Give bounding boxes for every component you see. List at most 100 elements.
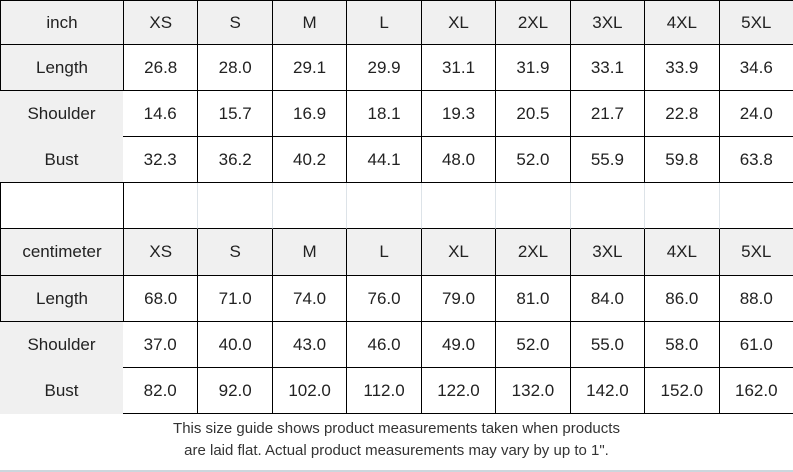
value-cell: 55.9	[569, 137, 645, 183]
spacer-cell	[569, 183, 645, 229]
inch-header-row: inch XS S M L XL 2XL 3XL 4XL 5XL	[0, 0, 793, 45]
value-cell: 24.0	[718, 91, 793, 137]
row-label: Length	[0, 276, 123, 322]
value-cell: 31.1	[420, 45, 496, 91]
value-cell: 81.0	[495, 276, 570, 322]
value-cell: 86.0	[644, 276, 719, 322]
centimeter-bust-row: Bust 82.0 92.0 102.0 112.0 122.0 132.0 1…	[0, 368, 793, 414]
inch-length-row: Length 26.8 28.0 29.1 29.9 31.1 31.9 33.…	[0, 45, 793, 91]
value-cell: 40.2	[271, 137, 347, 183]
size-header-5xl: 5XL	[718, 0, 793, 45]
size-header-l: L	[346, 229, 421, 276]
value-cell: 14.6	[123, 91, 198, 137]
spacer-cell	[420, 183, 496, 229]
centimeter-shoulder-row: Shoulder 37.0 40.0 43.0 46.0 49.0 52.0 5…	[0, 322, 793, 368]
value-cell: 92.0	[197, 368, 272, 414]
value-cell: 74.0	[271, 276, 347, 322]
value-cell: 33.1	[569, 45, 645, 91]
value-cell: 55.0	[569, 322, 645, 368]
spacer-cell	[0, 183, 123, 229]
size-guide-note: This size guide shows product measuremen…	[0, 414, 793, 470]
size-header-5xl: 5XL	[718, 229, 793, 276]
spacer-cell	[123, 183, 198, 229]
value-cell: 31.9	[495, 45, 570, 91]
row-label: Bust	[0, 137, 123, 183]
value-cell: 34.6	[718, 45, 793, 91]
value-cell: 48.0	[420, 137, 496, 183]
centimeter-size-table: centimeter XS S M L XL 2XL 3XL 4XL 5XL L…	[0, 229, 793, 414]
spacer-cell	[271, 183, 347, 229]
row-label: Length	[0, 45, 123, 91]
centimeter-header-row: centimeter XS S M L XL 2XL 3XL 4XL 5XL	[0, 229, 793, 276]
unit-header-cell: inch	[0, 0, 123, 45]
note-line-2: are laid flat. Actual product measuremen…	[184, 442, 609, 459]
value-cell: 84.0	[569, 276, 645, 322]
spacer-cell	[197, 183, 272, 229]
size-header-xl: XL	[420, 229, 496, 276]
size-header-3xl: 3XL	[569, 229, 645, 276]
value-cell: 59.8	[644, 137, 719, 183]
size-header-xl: XL	[420, 0, 496, 45]
value-cell: 88.0	[718, 276, 793, 322]
value-cell: 112.0	[346, 368, 421, 414]
value-cell: 122.0	[420, 368, 496, 414]
note-line-1: This size guide shows product measuremen…	[173, 420, 620, 438]
size-header-4xl: 4XL	[644, 0, 719, 45]
value-cell: 36.2	[197, 137, 272, 183]
value-cell: 16.9	[271, 91, 347, 137]
value-cell: 43.0	[271, 322, 347, 368]
unit-header-cell: centimeter	[0, 229, 123, 276]
row-label: Shoulder	[0, 322, 123, 368]
value-cell: 21.7	[569, 91, 645, 137]
value-cell: 40.0	[197, 322, 272, 368]
value-cell: 26.8	[123, 45, 198, 91]
value-cell: 29.9	[346, 45, 421, 91]
value-cell: 63.8	[718, 137, 793, 183]
value-cell: 15.7	[197, 91, 272, 137]
spacer-row	[0, 183, 793, 229]
value-cell: 18.1	[346, 91, 421, 137]
value-cell: 79.0	[420, 276, 496, 322]
value-cell: 19.3	[420, 91, 496, 137]
value-cell: 20.5	[495, 91, 570, 137]
spacer-cell	[644, 183, 719, 229]
inch-size-table: inch XS S M L XL 2XL 3XL 4XL 5XL Length …	[0, 0, 793, 183]
size-header-m: M	[271, 229, 347, 276]
size-header-s: S	[197, 229, 272, 276]
spacer-cell	[495, 183, 570, 229]
size-header-3xl: 3XL	[569, 0, 645, 45]
size-header-xs: XS	[123, 0, 198, 45]
centimeter-length-row: Length 68.0 71.0 74.0 76.0 79.0 81.0 84.…	[0, 276, 793, 322]
value-cell: 33.9	[644, 45, 719, 91]
value-cell: 29.1	[271, 45, 347, 91]
value-cell: 22.8	[644, 91, 719, 137]
value-cell: 76.0	[346, 276, 421, 322]
value-cell: 82.0	[123, 368, 198, 414]
size-header-2xl: 2XL	[495, 0, 570, 45]
value-cell: 58.0	[644, 322, 719, 368]
inch-shoulder-row: Shoulder 14.6 15.7 16.9 18.1 19.3 20.5 2…	[0, 91, 793, 137]
size-header-4xl: 4XL	[644, 229, 719, 276]
value-cell: 71.0	[197, 276, 272, 322]
value-cell: 52.0	[495, 137, 570, 183]
value-cell: 68.0	[123, 276, 198, 322]
size-header-m: M	[271, 0, 347, 45]
inch-bust-row: Bust 32.3 36.2 40.2 44.1 48.0 52.0 55.9 …	[0, 137, 793, 183]
size-header-xs: XS	[123, 229, 198, 276]
value-cell: 28.0	[197, 45, 272, 91]
value-cell: 32.3	[123, 137, 198, 183]
row-label: Bust	[0, 368, 123, 414]
value-cell: 46.0	[346, 322, 421, 368]
spacer-cell	[718, 183, 793, 229]
value-cell: 37.0	[123, 322, 198, 368]
value-cell: 132.0	[495, 368, 570, 414]
value-cell: 162.0	[718, 368, 793, 414]
value-cell: 61.0	[718, 322, 793, 368]
spacer-cell	[346, 183, 421, 229]
value-cell: 52.0	[495, 322, 570, 368]
value-cell: 142.0	[569, 368, 645, 414]
value-cell: 44.1	[346, 137, 421, 183]
value-cell: 49.0	[420, 322, 496, 368]
size-header-l: L	[346, 0, 421, 45]
